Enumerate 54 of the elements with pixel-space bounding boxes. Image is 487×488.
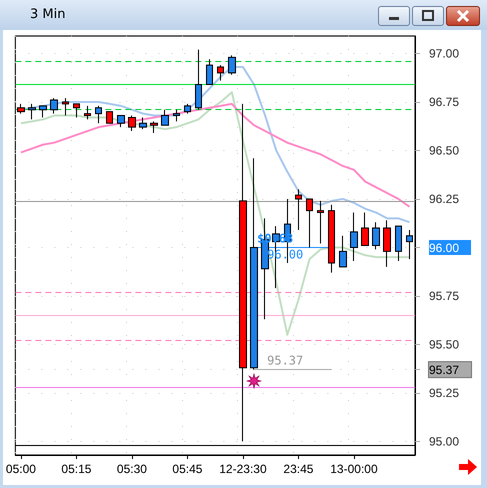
candlestick bbox=[106, 111, 113, 124]
candlestick bbox=[84, 105, 91, 120]
candlestick bbox=[206, 58, 213, 85]
y-tick-label: 96.75 bbox=[429, 94, 460, 109]
x-tick-label: 05:30 bbox=[116, 462, 148, 476]
candlestick bbox=[361, 212, 369, 246]
candlestick bbox=[372, 222, 380, 250]
candlestick bbox=[228, 54, 236, 76]
candlestick bbox=[50, 98, 58, 114]
candlestick bbox=[195, 49, 202, 110]
candlestick bbox=[161, 109, 169, 126]
candlestick bbox=[295, 188, 302, 230]
candlestick bbox=[383, 220, 391, 268]
y-tick-label: 96.50 bbox=[429, 143, 460, 158]
candlestick bbox=[328, 204, 335, 274]
y-tick-label: 95.37 bbox=[429, 363, 460, 378]
candlestick bbox=[28, 103, 36, 120]
candlestick bbox=[350, 212, 358, 262]
candlestick bbox=[39, 105, 47, 118]
x-tick-label: 05:00 bbox=[6, 462, 36, 476]
y-tick-label: 96.00 bbox=[429, 240, 460, 255]
candlestick bbox=[117, 115, 125, 128]
candlestick bbox=[95, 105, 102, 124]
candlestick bbox=[17, 103, 25, 114]
candlestick bbox=[150, 120, 158, 134]
candlestick bbox=[139, 116, 147, 130]
x-tick-label: 05:15 bbox=[61, 462, 92, 476]
candlestick bbox=[239, 103, 247, 442]
candlestick bbox=[395, 226, 402, 262]
candlestick bbox=[217, 64, 224, 82]
candlestick bbox=[173, 109, 180, 122]
candlestick bbox=[128, 115, 136, 132]
candlestick bbox=[62, 98, 69, 116]
line-series bbox=[20, 102, 410, 208]
candlestick bbox=[306, 198, 313, 248]
candlestick bbox=[339, 235, 347, 268]
candlestick bbox=[317, 200, 324, 244]
candlestick bbox=[250, 158, 258, 370]
x-tick-label: 13-00:00 bbox=[330, 462, 378, 476]
candlestick bbox=[184, 103, 191, 114]
candlestick bbox=[406, 229, 413, 260]
y-tick-label: 97.00 bbox=[429, 46, 460, 60]
x-tick-label: 12-23:30 bbox=[219, 462, 267, 476]
line-series bbox=[20, 91, 410, 336]
y-tick-label: 96.25 bbox=[429, 192, 460, 206]
annotation: 95.37 bbox=[267, 354, 304, 368]
y-tick-label: 95.25 bbox=[429, 386, 460, 400]
chart-title: 3 Min bbox=[30, 7, 66, 22]
y-tick-label: 95.75 bbox=[429, 288, 460, 303]
x-tick-label: 23:45 bbox=[283, 462, 314, 476]
x-tick-label: 05:45 bbox=[172, 462, 203, 476]
y-tick-label: 95.50 bbox=[429, 337, 460, 352]
candlestick bbox=[73, 103, 80, 118]
y-tick-label: 95.00 bbox=[429, 434, 460, 448]
